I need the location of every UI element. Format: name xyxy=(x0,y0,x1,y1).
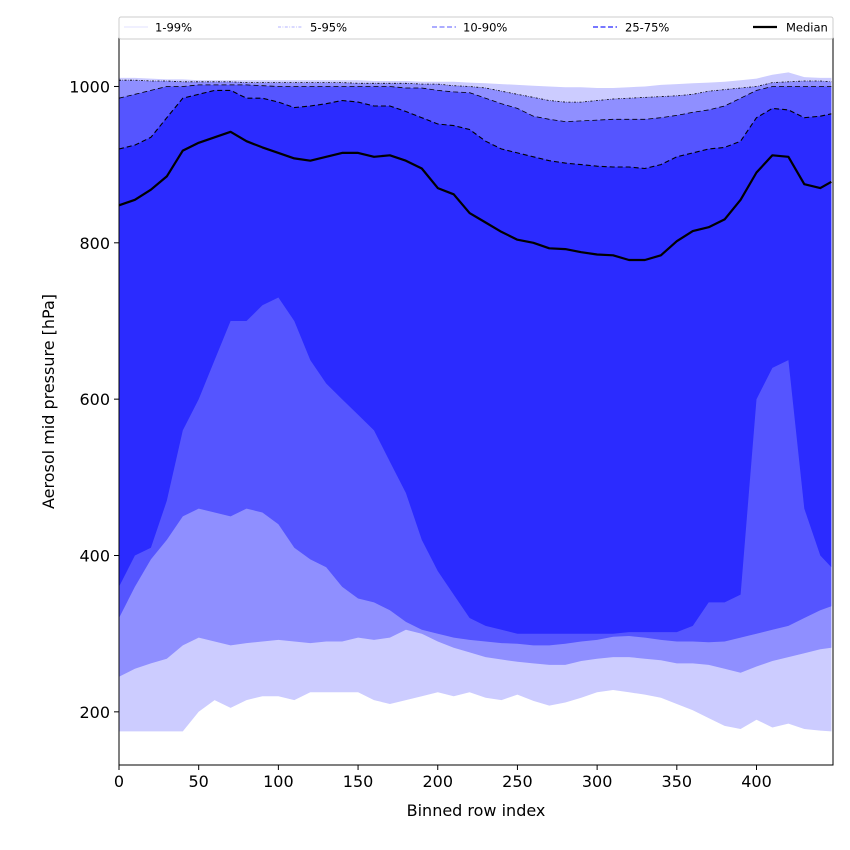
y-tick-label: 600 xyxy=(79,390,110,409)
x-axis-ticks: 0 50 100 150 200 250 300 350 400 xyxy=(114,765,772,791)
band-25-75-area xyxy=(119,90,832,634)
x-tick-label: 300 xyxy=(582,772,613,791)
x-tick-label: 200 xyxy=(422,772,453,791)
x-tick-label: 150 xyxy=(343,772,374,791)
y-tick-label: 1000 xyxy=(69,77,110,96)
x-tick-label: 0 xyxy=(114,772,124,791)
legend-label: Median xyxy=(786,21,828,35)
y-tick-label: 200 xyxy=(79,703,110,722)
legend: 1-99% 5-95% 10-90% 25-75% Median xyxy=(118,16,834,40)
band-5-95-upper-line xyxy=(119,79,832,103)
legend-box xyxy=(118,16,834,40)
percentile-bands xyxy=(119,72,832,732)
x-tick-label: 100 xyxy=(263,772,294,791)
band-boundary-lines xyxy=(118,79,832,170)
x-axis-label: Binned row index xyxy=(407,801,546,820)
y-axis-ticks: 200 400 600 800 1000 xyxy=(69,77,119,722)
x-tick-label: 400 xyxy=(741,772,772,791)
y-tick-label: 400 xyxy=(79,546,110,565)
legend-label: 25-75% xyxy=(625,21,669,35)
legend-label: 10-90% xyxy=(463,21,507,35)
y-axis-label: Aerosol mid pressure [hPa] xyxy=(39,294,58,509)
median-layer xyxy=(118,130,832,262)
x-tick-label: 350 xyxy=(662,772,693,791)
x-tick-label: 50 xyxy=(189,772,209,791)
legend-label: 1-99% xyxy=(155,21,192,35)
x-tick-label: 250 xyxy=(502,772,533,791)
y-tick-label: 800 xyxy=(79,234,110,253)
median-line xyxy=(118,130,832,262)
band-10-90-upper-line xyxy=(118,84,832,123)
legend-label: 5-95% xyxy=(310,21,347,35)
